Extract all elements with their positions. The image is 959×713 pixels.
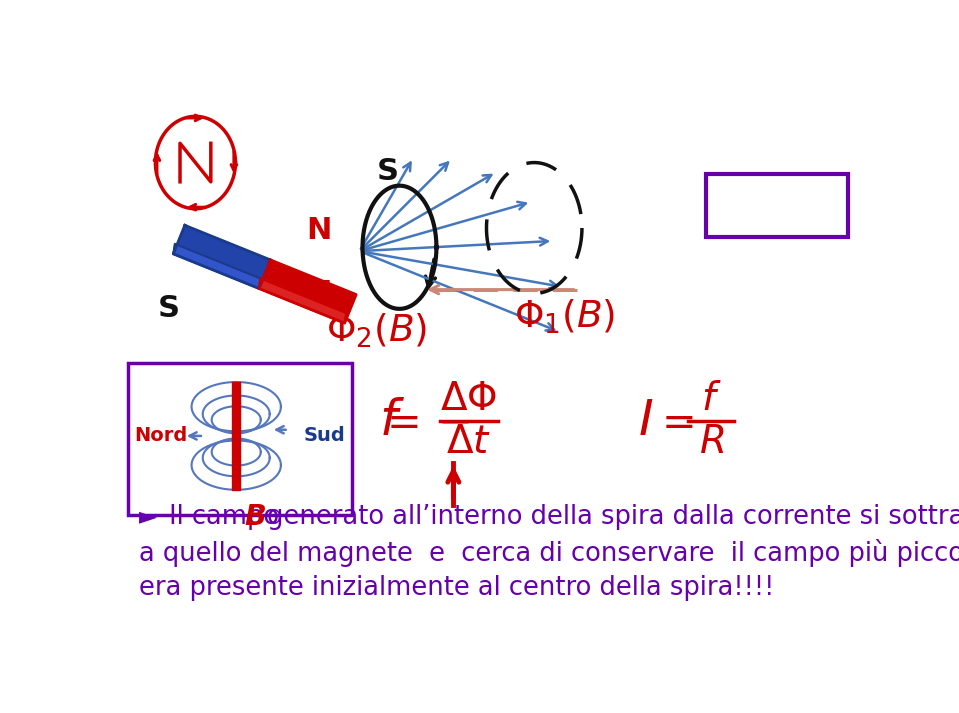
- Text: $= -$: $= -$: [378, 399, 470, 441]
- Text: $I$: $I$: [638, 396, 654, 444]
- Text: $\Delta\Phi\!>\!0$: $\Delta\Phi\!>\!0$: [714, 185, 839, 227]
- Bar: [706, 174, 849, 237]
- Text: N: N: [306, 216, 331, 245]
- Text: N: N: [306, 279, 331, 308]
- Text: $\Phi_1(B)$: $\Phi_1(B)$: [514, 297, 616, 336]
- Text: S: S: [377, 158, 399, 186]
- Bar: [129, 363, 352, 515]
- Text: $R$: $R$: [699, 423, 724, 461]
- Text: B: B: [245, 503, 267, 530]
- Text: ►: ►: [139, 505, 157, 529]
- Text: $\Phi_2(B)$: $\Phi_2(B)$: [326, 312, 427, 349]
- Text: $f$: $f$: [701, 380, 721, 418]
- Text: $=$: $=$: [652, 399, 693, 441]
- Text: $f$: $f$: [379, 396, 405, 444]
- Text: $\Delta t$: $\Delta t$: [446, 423, 491, 461]
- Text: generato all’interno della spira dalla corrente si sottrae: generato all’interno della spira dalla c…: [259, 504, 959, 530]
- Polygon shape: [259, 260, 356, 323]
- Text: S: S: [157, 294, 179, 324]
- Text: era presente inizialmente al centro della spira!!!!: era presente inizialmente al centro dell…: [139, 575, 775, 600]
- Polygon shape: [259, 279, 346, 323]
- Text: $\Delta\Phi$: $\Delta\Phi$: [440, 380, 498, 418]
- Text: Il campo: Il campo: [161, 504, 287, 530]
- Text: a quello del magnete  e  cerca di conservare  il campo più piccolo che: a quello del magnete e cerca di conserva…: [139, 539, 959, 567]
- Polygon shape: [174, 244, 261, 289]
- Text: Sud: Sud: [304, 426, 345, 446]
- Polygon shape: [174, 225, 270, 289]
- Polygon shape: [232, 382, 240, 490]
- Text: Nord: Nord: [134, 426, 188, 446]
